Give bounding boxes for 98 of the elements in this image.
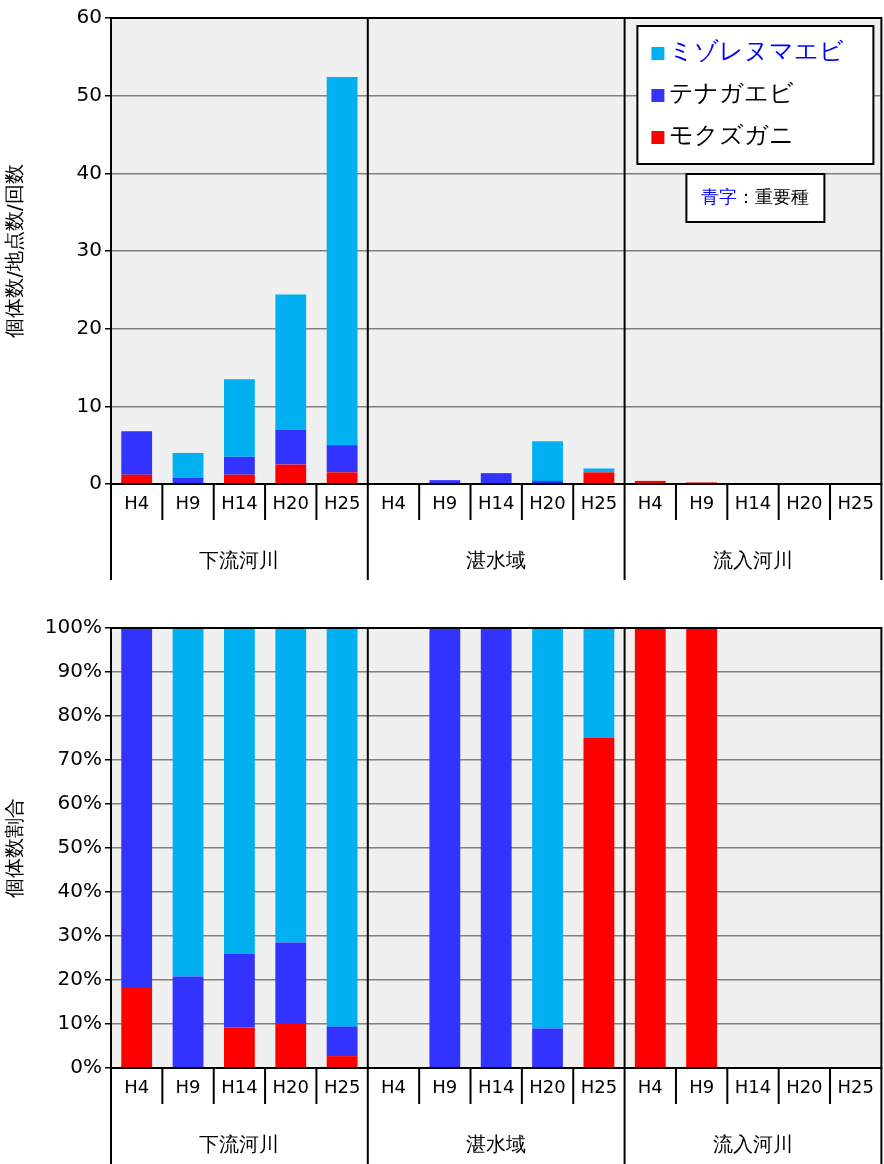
x-tick-label: H9 [175,492,201,514]
y-tick-label: 60 [76,4,102,29]
x-tick-label: H25 [580,492,618,514]
y-tick-label: 40 [76,159,102,184]
x-tick-label: H4 [380,1076,406,1098]
text: 湛水域 [466,548,527,573]
text: 下流河川 [199,548,280,573]
x-tick-label: H9 [432,492,458,514]
bar [634,628,666,1068]
bar [223,628,255,955]
text: 流入河川 [712,548,793,573]
bar [480,628,512,1068]
bar [275,294,307,430]
x-tick-label: H4 [637,1076,663,1098]
bar [121,474,153,484]
bar [326,472,358,484]
bar [275,464,307,484]
x-tick-label: H9 [432,1076,458,1098]
bar [686,628,718,1068]
y-tick-label: 10% [57,1010,102,1035]
bar [532,1028,563,1068]
bar [121,431,153,475]
y-tick-label: 30 [76,237,102,262]
bar [172,628,204,977]
x-tick-label: H20 [786,1076,823,1098]
x-tick-label: H25 [580,1076,618,1098]
bar [275,628,307,943]
bar [223,474,255,484]
y-tick-label: 10 [76,392,102,417]
x-tick-label: H20 [529,1076,566,1098]
legend-label: モクズガニ [669,121,795,150]
bar [223,379,255,457]
x-tick-label: H14 [221,492,258,514]
bar [583,738,615,1068]
bar [583,628,615,738]
x-tick-label: H20 [786,492,823,514]
x-tick-label: H20 [272,1076,309,1098]
x-tick-label: H9 [689,492,715,514]
bar [223,954,255,1028]
text: 湛水域 [466,1132,527,1157]
bar [532,441,563,481]
y-tick-label: 50 [76,81,102,106]
x-tick-label: H14 [734,492,772,514]
y-tick-label: 30% [57,922,102,947]
bar [121,628,153,988]
x-tick-label: H14 [477,1076,515,1098]
x-tick-label: H14 [734,1076,772,1098]
text: 下流河川 [199,1132,280,1157]
bar [326,77,358,446]
y-tick-label: 70% [57,746,102,771]
x-tick-label: H25 [837,492,874,514]
text: 流入河川 [712,1132,793,1157]
x-tick-label: H4 [637,492,663,514]
y-tick-label: 50% [57,834,102,859]
x-tick-label: H4 [124,492,150,514]
x-tick-label: H20 [272,492,309,514]
annotation: 青字：重要種 [701,185,810,207]
y-tick-label: 60% [57,790,102,815]
x-tick-label: H4 [124,1076,150,1098]
x-tick-label: H25 [837,1076,874,1098]
x-tick-label: H20 [529,492,566,514]
x-tick-label: H14 [477,492,515,514]
bar [223,456,255,475]
legend-label: テナガエビ [669,79,795,108]
y-tick-label: 90% [57,658,102,683]
bar [326,1056,358,1068]
y-tick-label: 20 [76,314,102,339]
bar [121,987,153,1068]
x-tick-label: H9 [689,1076,715,1098]
x-tick-label: H25 [323,492,361,514]
bar [172,452,204,478]
bar [223,1027,255,1068]
y-tick-label: 0% [70,1054,102,1079]
y-tick-label: 100% [44,614,102,639]
legend-label: ミゾレヌマエビ [669,37,845,66]
bar [429,480,461,484]
x-tick-label: H9 [175,1076,201,1098]
y-tick-label: 40% [57,878,102,903]
y-tick-label: 0 [89,470,102,495]
x-tick-label: H25 [323,1076,361,1098]
bar [583,472,615,484]
bar [583,468,615,473]
y-axis-title: 個体数/地点数/回数 [2,164,27,338]
y-tick-label: 80% [57,702,102,727]
y-axis-title: 個体数割合 [2,798,27,898]
bar [429,628,461,1068]
bar [326,1026,358,1057]
bar [326,628,358,1027]
bar [275,1023,307,1068]
bar [172,976,204,1068]
bar [275,942,307,1024]
x-tick-label: H14 [221,1076,258,1098]
bar [480,473,512,484]
x-tick-label: H4 [380,492,406,514]
y-tick-label: 20% [57,966,102,991]
bar [532,628,563,1029]
bar [326,445,358,473]
bar [275,429,307,465]
